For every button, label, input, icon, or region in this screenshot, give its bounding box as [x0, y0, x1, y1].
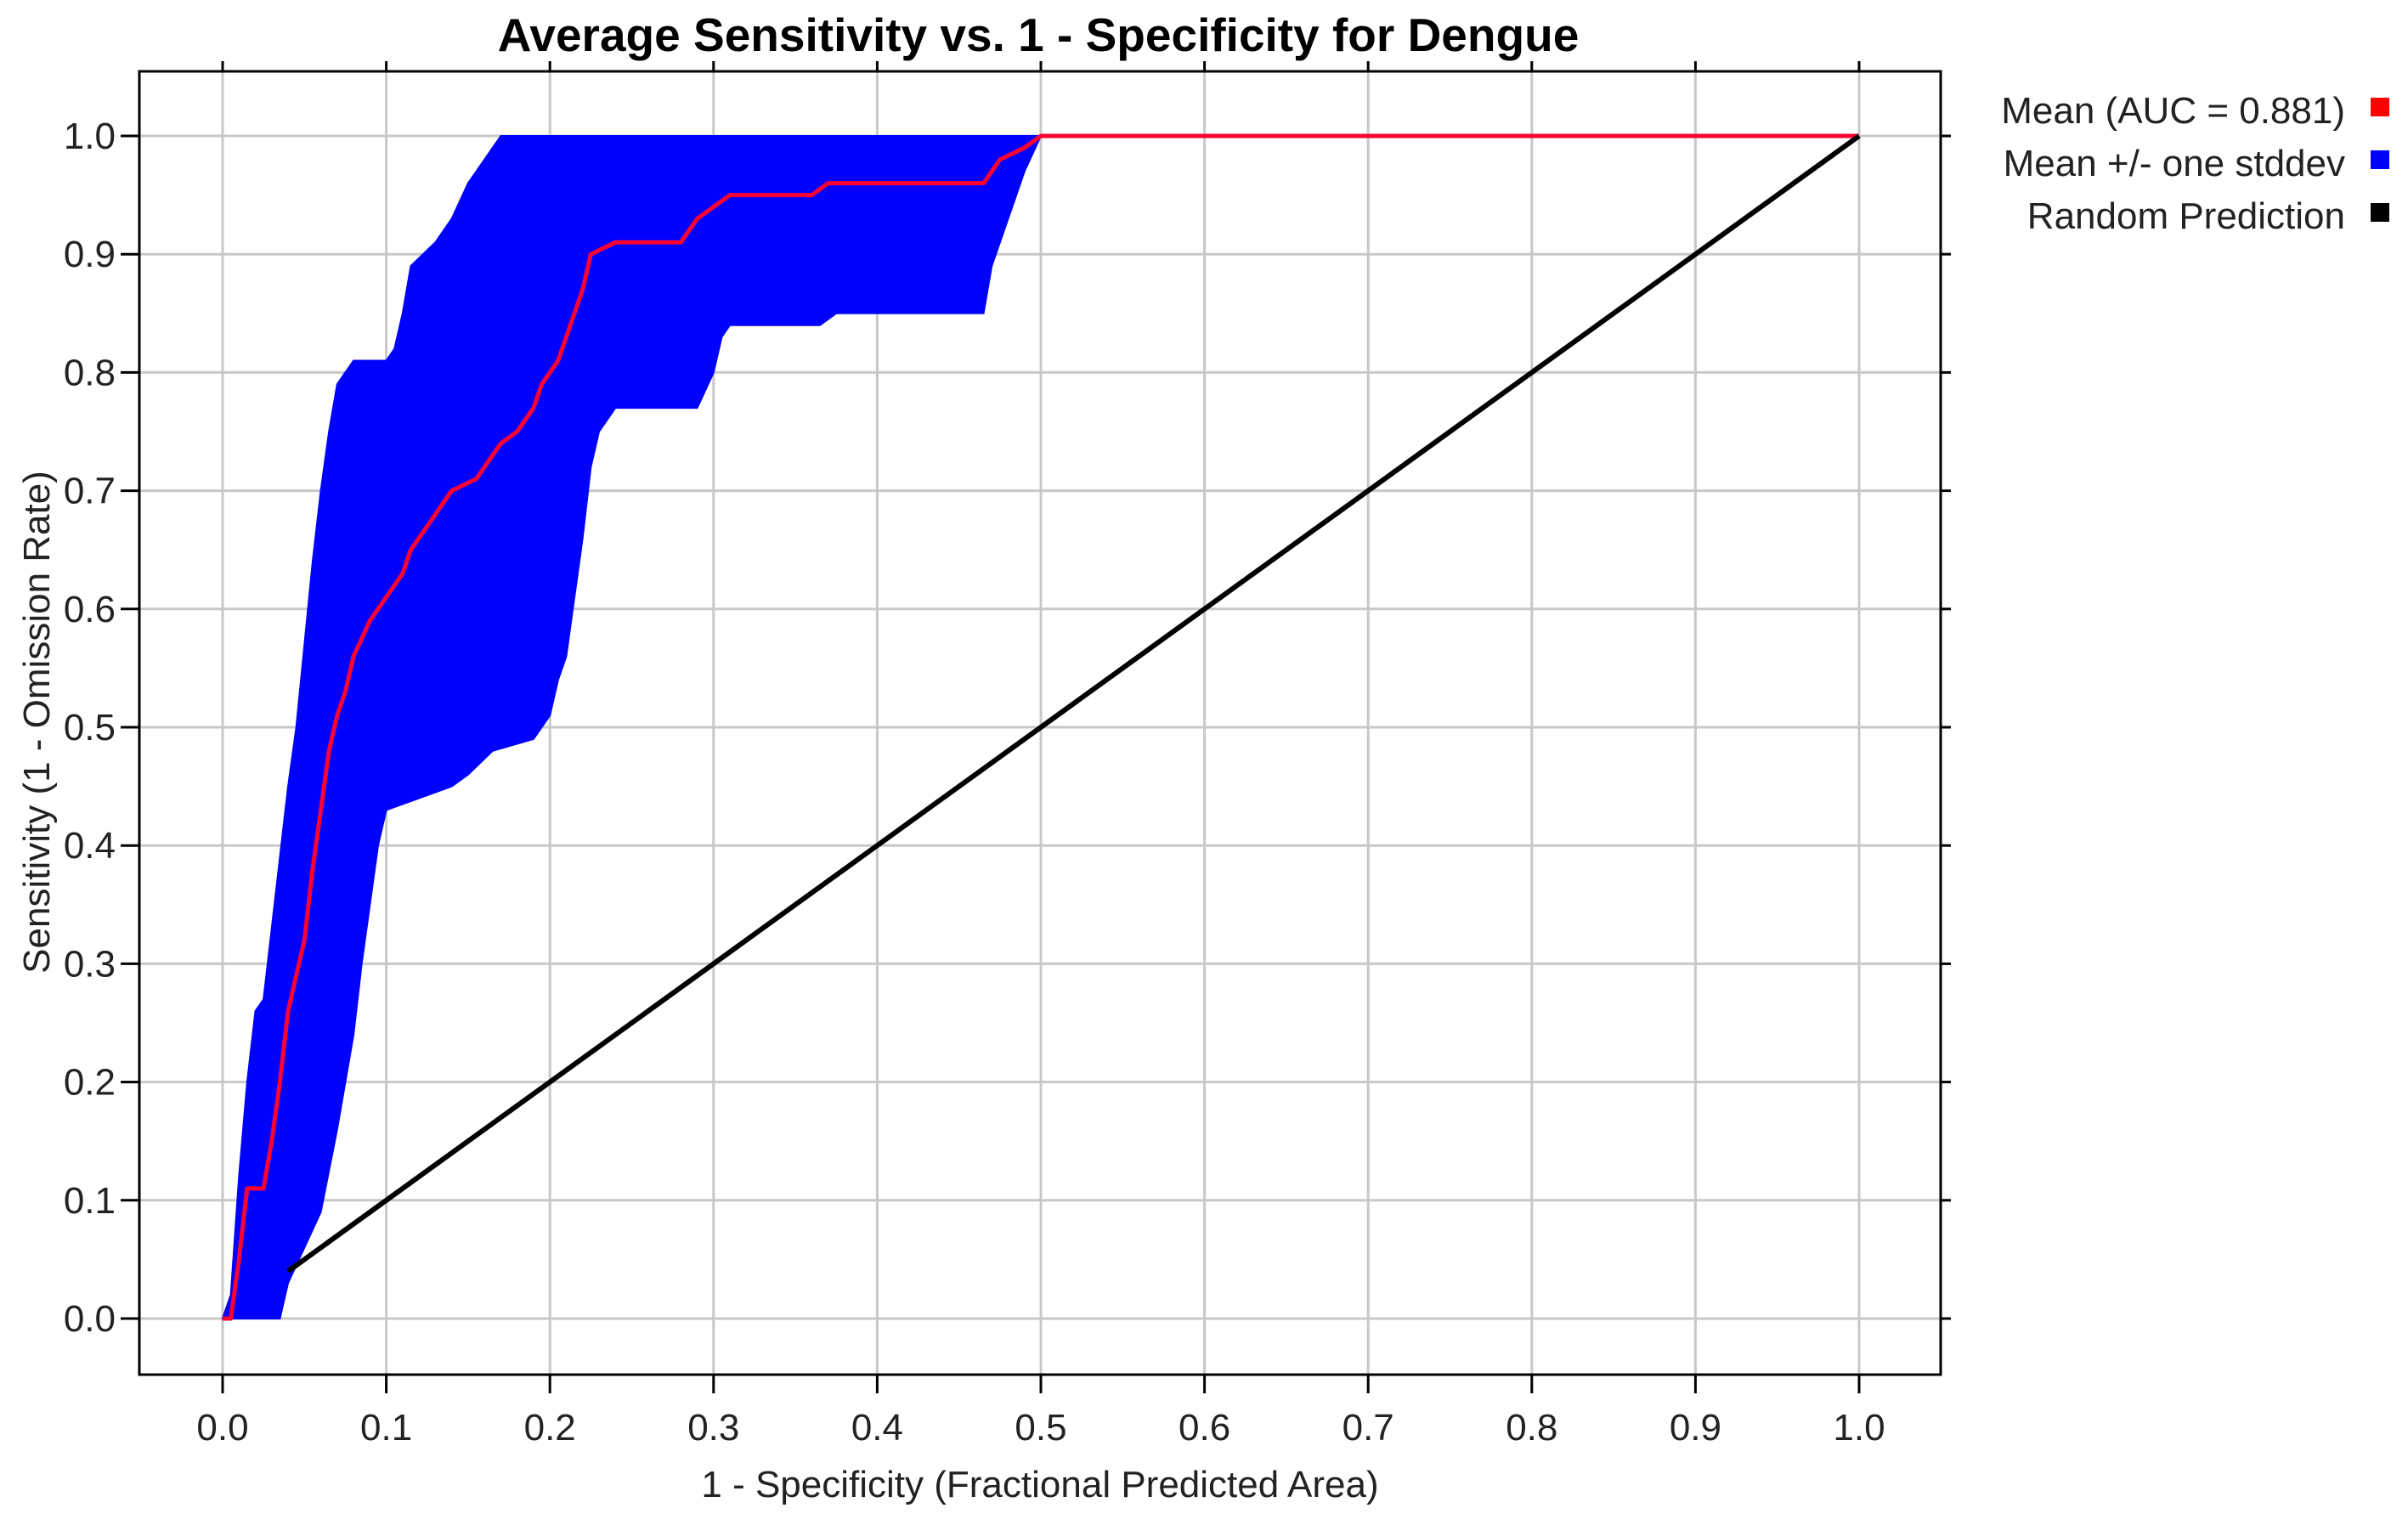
y-tick-label: 1.0: [64, 116, 116, 157]
x-tick-label: 0.8: [1506, 1407, 1557, 1449]
random-prediction-line: [286, 133, 1861, 1274]
legend-label: Mean +/- one stddev: [2004, 143, 2345, 184]
legend-swatch: [2371, 203, 2389, 222]
mean-roc-line: [223, 133, 1859, 1321]
x-axis-label: 1 - Specificity (Fractional Predicted Ar…: [701, 1464, 1378, 1505]
stddev-band: [221, 135, 1859, 1319]
y-tick-label: 0.1: [64, 1180, 116, 1222]
x-tick-labels: 0.0 0.1 0.2 0.3 0.4 0.5 0.6 0.7 0.8 0.9 1.0: [196, 1407, 1885, 1449]
x-tick-label: 0.3: [687, 1407, 739, 1449]
y-tick-label: 0.6: [64, 589, 116, 630]
legend-label: Random Prediction: [2027, 195, 2345, 237]
x-tick-label: 0.5: [1015, 1407, 1066, 1449]
y-tick-label: 0.9: [64, 234, 116, 275]
legend: Mean (AUC = 0.881) Mean +/- one stddev Ran…: [2001, 90, 2389, 237]
y-tick-label: 0.3: [64, 943, 116, 985]
data-layer: [221, 133, 1861, 1321]
tick-marks: [121, 61, 1951, 1393]
x-tick-label: 0.4: [851, 1407, 903, 1449]
x-tick-label: 0.1: [360, 1407, 412, 1449]
y-tick-labels: 0.0 0.1 0.2 0.3 0.4 0.5 0.6 0.7 0.8 0.9 1.0: [64, 116, 116, 1340]
y-tick-label: 0.4: [64, 825, 116, 867]
y-tick-label: 0.7: [64, 471, 116, 512]
legend-label: Mean (AUC = 0.881): [2001, 90, 2345, 132]
y-tick-label: 0.0: [64, 1298, 116, 1340]
y-tick-label: 0.5: [64, 707, 116, 748]
chart-title: Average Sensitivity vs. 1 - Specificity …: [498, 8, 1580, 61]
legend-swatch: [2371, 150, 2389, 169]
x-tick-label: 0.0: [196, 1407, 248, 1449]
y-axis-label: Sensitivity (1 - Omission Rate): [16, 471, 58, 974]
x-tick-label: 0.7: [1342, 1407, 1394, 1449]
y-tick-label: 0.2: [64, 1062, 116, 1104]
legend-swatch: [2371, 98, 2389, 116]
x-tick-label: 0.2: [524, 1407, 576, 1449]
x-tick-label: 0.9: [1670, 1407, 1721, 1449]
x-tick-label: 1.0: [1833, 1407, 1885, 1449]
y-tick-label: 0.8: [64, 352, 116, 393]
x-tick-label: 0.6: [1179, 1407, 1230, 1449]
